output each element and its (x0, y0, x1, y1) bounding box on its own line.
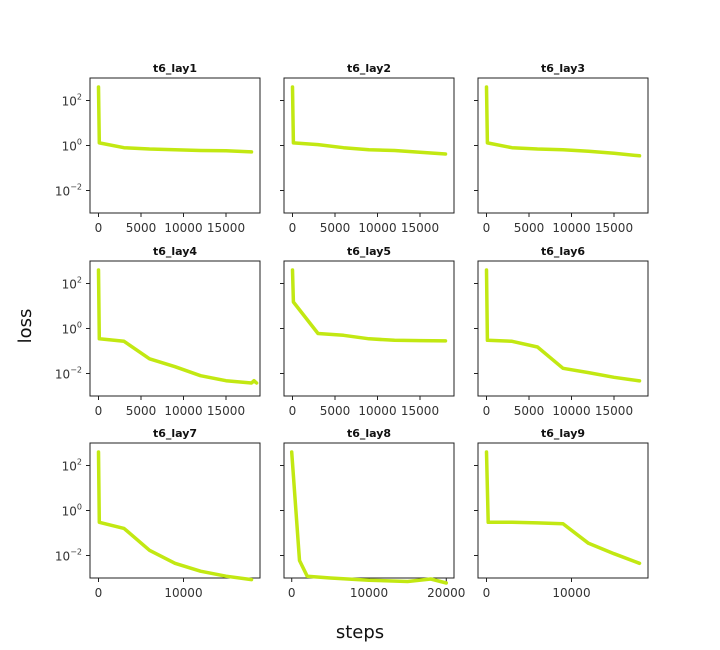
x-tick-label: 15000 (595, 221, 633, 235)
subplot-title: t6_lay2 (347, 62, 391, 75)
subplot-title: t6_lay8 (347, 427, 391, 440)
x-tick-label: 0 (289, 221, 297, 235)
subplot-t6_lay4: t6_lay4 10−2 100 102 0 5000 10000 15000 (55, 245, 261, 418)
x-tick-label: 0 (289, 404, 297, 418)
series-line (96, 450, 254, 582)
x-tick-label: 10000 (552, 404, 590, 418)
x-tick-label: 10000 (164, 586, 202, 600)
y-axis-label: loss (15, 309, 36, 344)
series-line (484, 85, 642, 158)
subplot-t6_lay9: t6_lay9 0 10000 (474, 427, 649, 600)
series-line (289, 450, 449, 585)
subplot-t6_lay1: t6_lay1 10−2 100 102 0 5000 10000 15000 (55, 62, 261, 235)
x-tick-label: 15000 (401, 404, 439, 418)
subplot-t6_lay5: t6_lay5 0 5000 10000 15000 (280, 245, 455, 418)
subplot-t6_lay6: t6_lay6 0 5000 10000 15000 (474, 245, 649, 418)
series-line (484, 450, 642, 566)
y-tick-label: 102 (62, 458, 82, 474)
y-tick-label: 102 (62, 93, 82, 109)
x-tick-label: 10000 (552, 221, 590, 235)
y-tick-label: 100 (62, 321, 82, 337)
y-tick-label: 10−2 (55, 366, 82, 382)
x-tick-label: 5000 (126, 221, 157, 235)
x-tick-label: 0 (483, 404, 491, 418)
x-tick-label: 10000 (358, 404, 396, 418)
x-axis-label: steps (336, 622, 384, 643)
x-tick-label: 10000 (552, 586, 590, 600)
subplot-t6_lay3: t6_lay3 0 5000 10000 15000 (474, 62, 649, 235)
x-tick-label: 5000 (514, 404, 545, 418)
x-tick-label: 10000 (164, 404, 202, 418)
subplot-title: t6_lay9 (541, 427, 585, 440)
x-tick-label: 0 (483, 586, 491, 600)
x-tick-label: 15000 (401, 221, 439, 235)
y-tick-label: 10−2 (55, 548, 82, 564)
series-line (96, 268, 259, 385)
y-tick-label: 10−2 (55, 183, 82, 199)
series-line (290, 268, 448, 343)
subplot-title: t6_lay6 (541, 245, 585, 258)
x-tick-label: 0 (483, 221, 491, 235)
subplot-title: t6_lay4 (153, 245, 197, 258)
subplot-t6_lay2: t6_lay2 0 5000 10000 15000 (280, 62, 455, 235)
x-tick-label: 5000 (126, 404, 157, 418)
x-tick-label: 10000 (358, 221, 396, 235)
subplot-t6_lay7: t6_lay7 10−2 100 102 0 10000 (55, 427, 261, 600)
y-tick-label: 100 (62, 503, 82, 519)
x-tick-label: 15000 (595, 404, 633, 418)
subplot-title: t6_lay5 (347, 245, 391, 258)
subplot-title: t6_lay3 (541, 62, 585, 75)
y-tick-label: 102 (62, 276, 82, 292)
x-tick-label: 10000 (164, 221, 202, 235)
y-tick-label: 100 (62, 138, 82, 154)
x-tick-label: 0 (95, 586, 103, 600)
x-tick-label: 20000 (427, 586, 465, 600)
x-tick-label: 15000 (207, 221, 245, 235)
subplot-title: t6_lay1 (153, 62, 197, 75)
subplot-title: t6_lay7 (153, 427, 197, 440)
x-tick-label: 0 (95, 221, 103, 235)
x-tick-label: 15000 (207, 404, 245, 418)
x-tick-label: 0 (95, 404, 103, 418)
series-line (96, 85, 254, 154)
series-line (290, 85, 448, 156)
x-tick-label: 5000 (320, 221, 351, 235)
x-tick-label: 5000 (320, 404, 351, 418)
x-tick-label: 5000 (514, 221, 545, 235)
subplot-t6_lay8: t6_lay8 0 10000 20000 (280, 427, 465, 600)
series-line (484, 268, 642, 383)
x-tick-label: 0 (288, 586, 296, 600)
x-tick-label: 10000 (350, 586, 388, 600)
